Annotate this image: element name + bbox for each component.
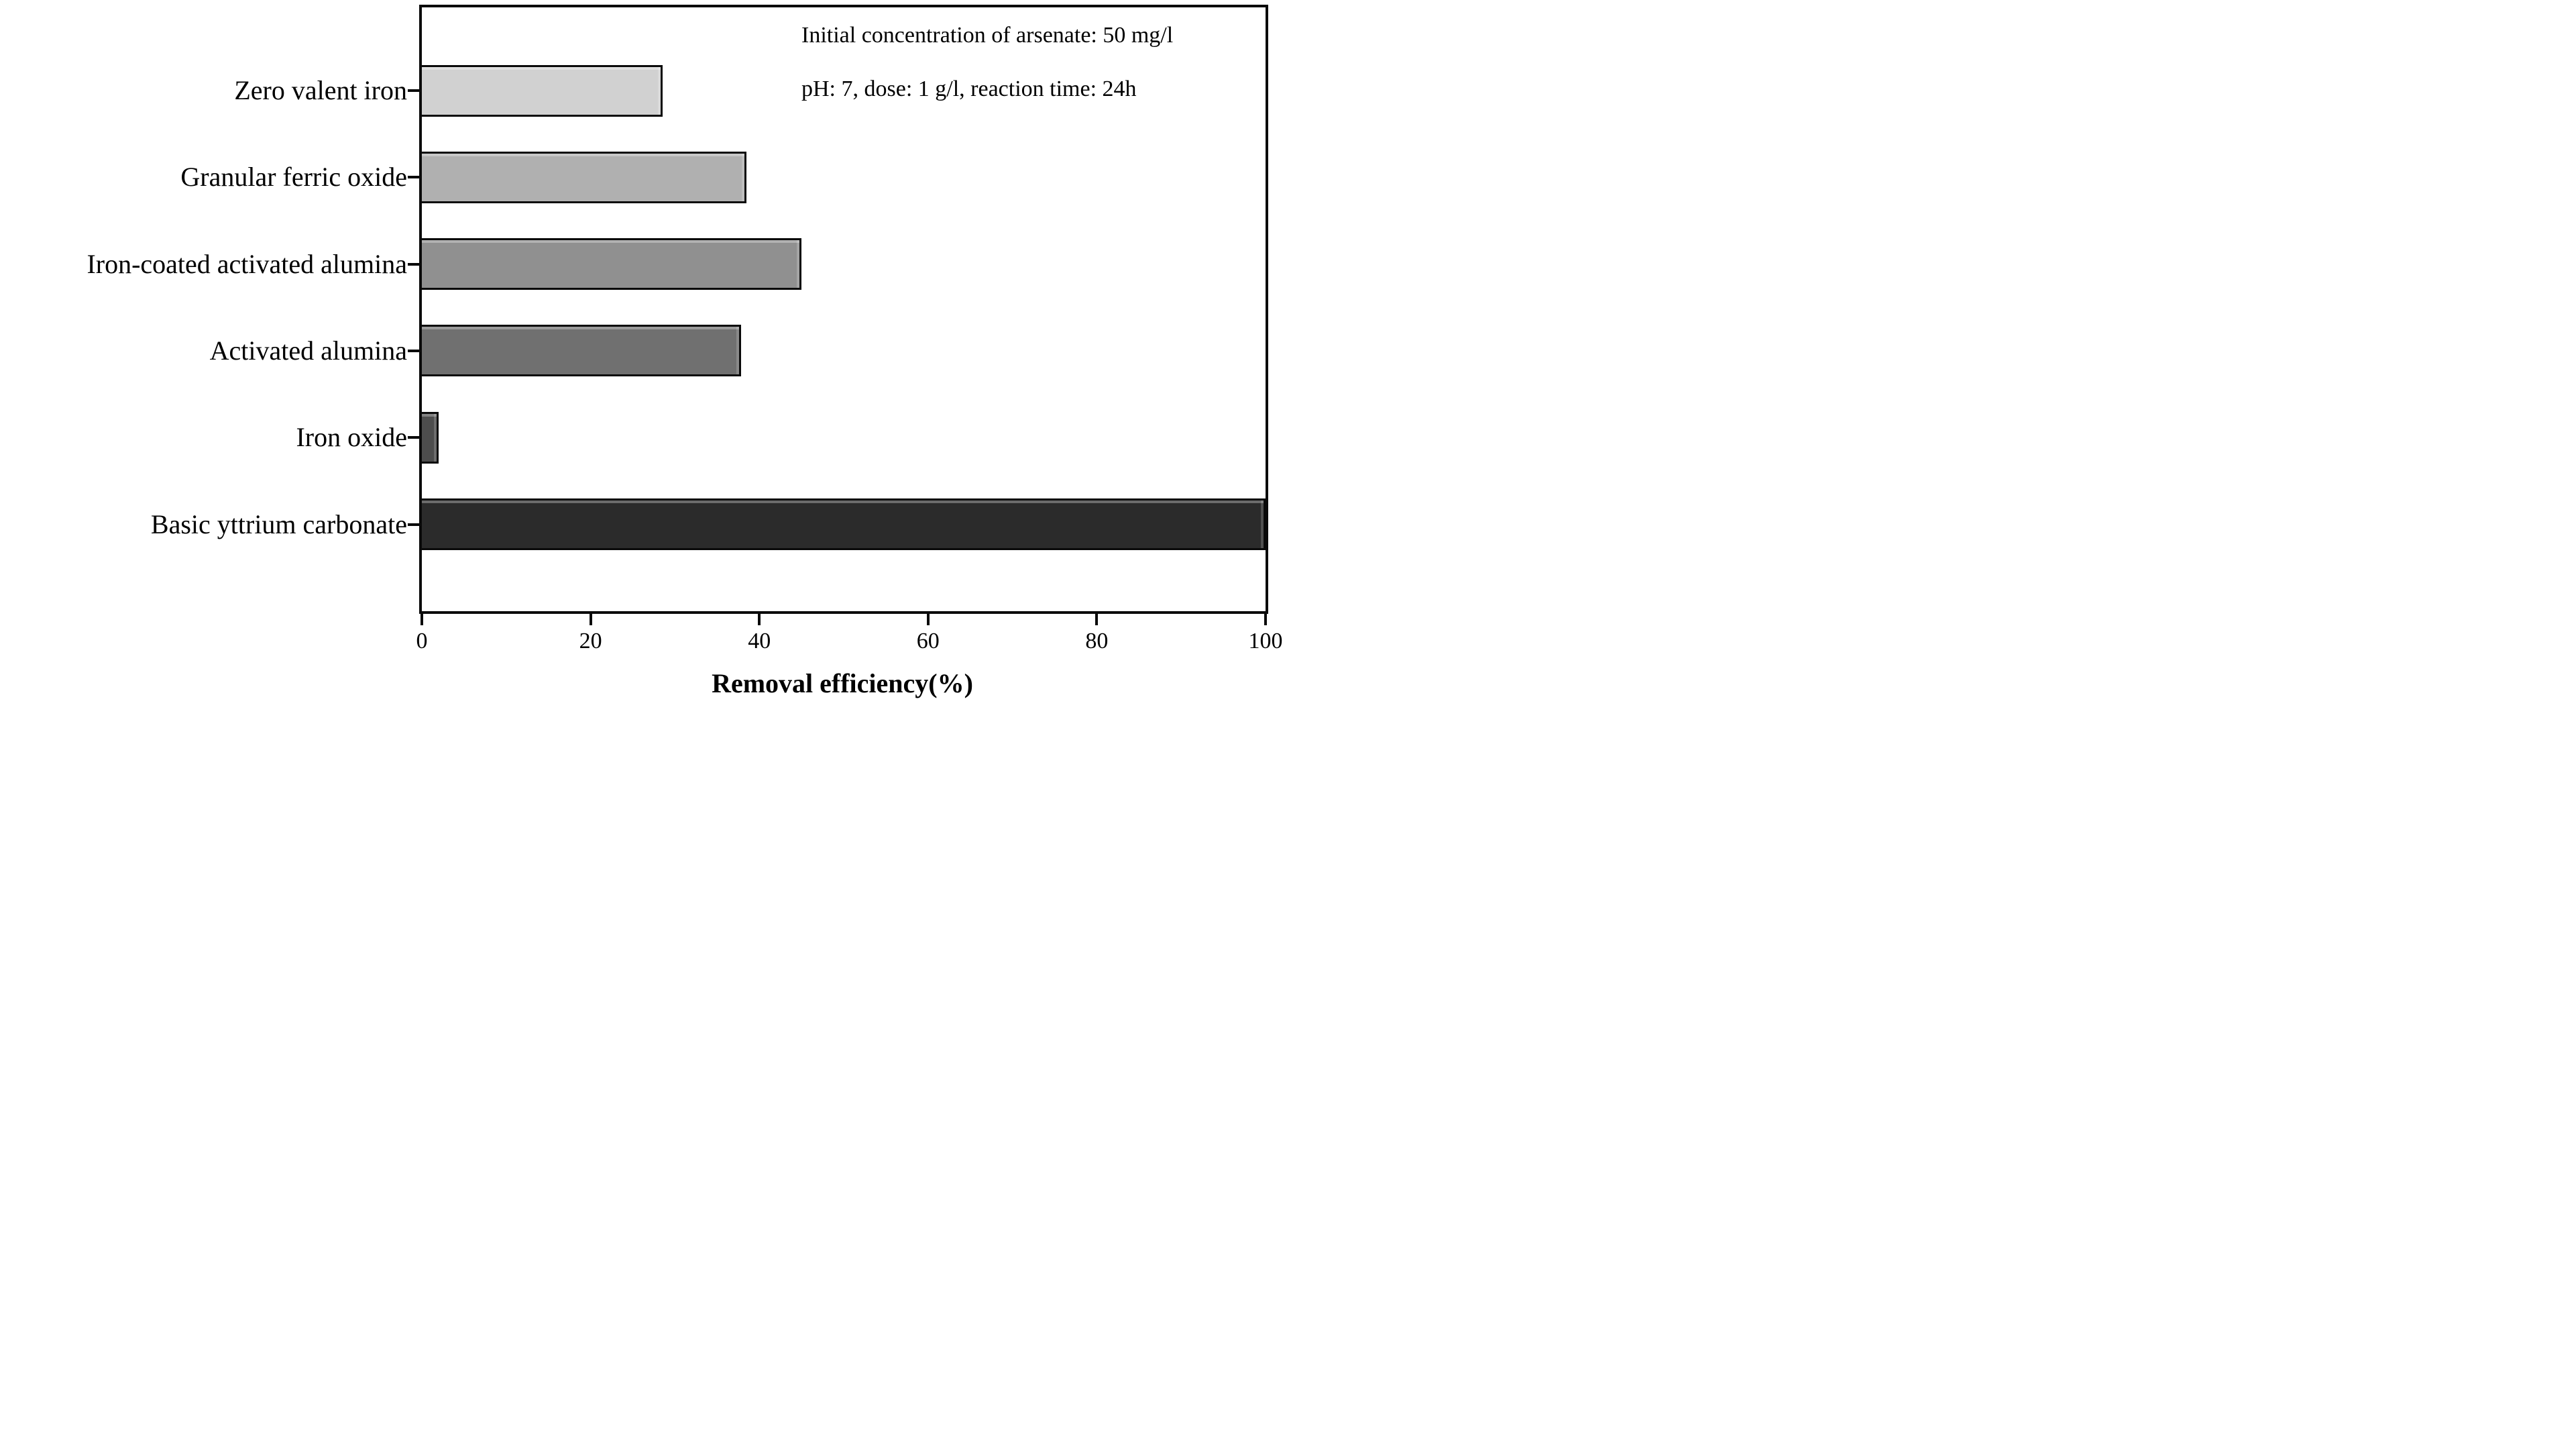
category-label-activated-alumina: Activated alumina	[209, 335, 407, 366]
annotation-line-1: Initial concentration of arsenate: 50 mg…	[801, 23, 1174, 48]
x-axis-tick	[1264, 614, 1267, 625]
x-axis-tick	[1095, 614, 1099, 625]
chart-figure: Initial concentration of arsenate: 50 mg…	[0, 0, 1288, 715]
category-label-zero-valent-iron: Zero valent iron	[234, 75, 407, 105]
bar-iron-oxide	[422, 411, 439, 464]
y-axis-tick	[408, 262, 419, 266]
y-axis-tick	[408, 89, 419, 92]
x-tick-label-40: 40	[748, 629, 771, 653]
x-tick-label-0: 0	[416, 629, 428, 653]
category-label-iron-coated-activated-alumina: Iron-coated activated alumina	[87, 248, 407, 279]
bar-iron-coated-activated-alumina	[422, 238, 802, 290]
x-tick-label-20: 20	[579, 629, 602, 653]
bar-activated-alumina	[422, 325, 741, 377]
bar-basic-yttrium-carbonate	[422, 498, 1266, 550]
category-label-granular-ferric-oxide: Granular ferric oxide	[180, 162, 407, 193]
plot-area: Initial concentration of arsenate: 50 mg…	[87, 5, 1283, 653]
y-axis-tick	[408, 436, 419, 439]
x-tick-label-80: 80	[1085, 629, 1109, 653]
bar-zero-valent-iron	[422, 64, 663, 117]
x-axis-tick	[421, 614, 423, 625]
x-tick-label-100: 100	[1248, 629, 1283, 653]
y-axis-tick	[408, 176, 419, 179]
category-label-basic-yttrium-carbonate: Basic yttrium carbonate	[150, 509, 407, 539]
x-axis-tick	[926, 614, 930, 625]
x-tick-label-60: 60	[916, 629, 940, 653]
category-label-iron-oxide: Iron oxide	[296, 422, 407, 453]
x-axis-tick	[758, 614, 761, 625]
x-axis-tick	[589, 614, 592, 625]
y-axis-tick	[408, 349, 419, 352]
y-axis-tick	[408, 523, 419, 526]
annotation-line-2: pH: 7, dose: 1 g/l, reaction time: 24h	[801, 76, 1137, 101]
x-axis-title: Removal efficiency(%)	[712, 668, 973, 698]
bar-granular-ferric-oxide	[422, 151, 747, 203]
annotation-block: Initial concentration of arsenate: 50 mg…	[801, 9, 1173, 116]
